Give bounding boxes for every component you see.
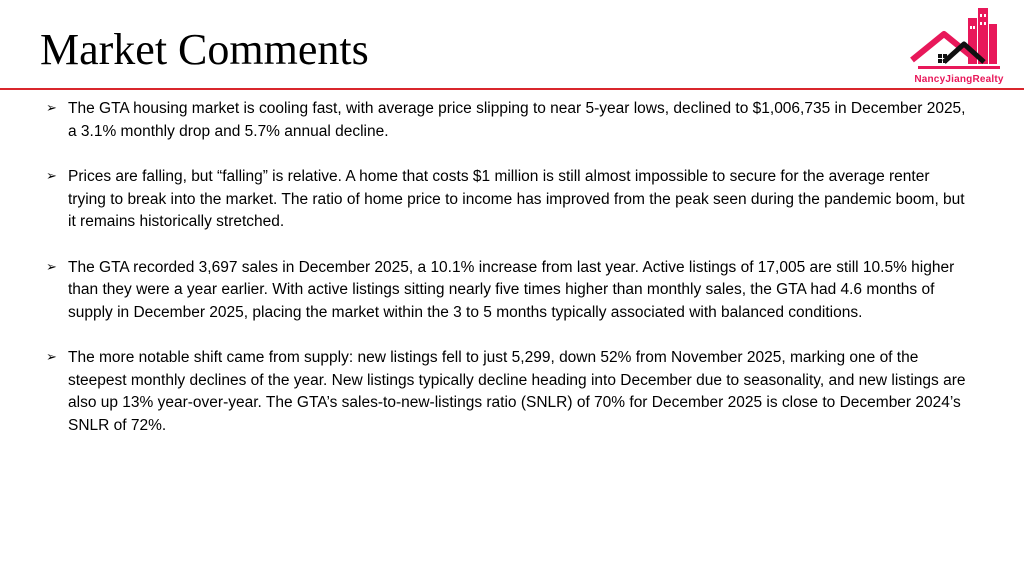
- bullet-text: The more notable shift came from supply:…: [68, 349, 966, 434]
- arrow-bullet-icon: ➢: [46, 259, 57, 275]
- title-divider: [0, 88, 1024, 90]
- bullet-item: ➢ The GTA recorded 3,697 sales in Decemb…: [46, 257, 966, 325]
- bullet-text: The GTA recorded 3,697 sales in December…: [68, 258, 955, 321]
- bullet-item: ➢ The more notable shift came from suppl…: [46, 347, 966, 437]
- logo-text: NancyJiangRealty: [914, 74, 1004, 85]
- bullet-list: ➢ The GTA housing market is cooling fast…: [46, 98, 966, 460]
- bullet-text: The GTA housing market is cooling fast, …: [68, 100, 966, 140]
- company-logo: NancyJiangRealty: [898, 4, 1020, 90]
- bullet-item: ➢ The GTA housing market is cooling fast…: [46, 98, 966, 143]
- bullet-item: ➢ Prices are falling, but “falling” is r…: [46, 166, 966, 234]
- arrow-bullet-icon: ➢: [46, 350, 57, 365]
- slide-title: Market Comments: [40, 25, 369, 74]
- arrow-bullet-icon: ➢: [46, 101, 57, 116]
- house-skyline-icon: [910, 8, 1000, 69]
- arrow-bullet-icon: ➢: [46, 169, 57, 184]
- bullet-text: Prices are falling, but “falling” is rel…: [68, 168, 965, 230]
